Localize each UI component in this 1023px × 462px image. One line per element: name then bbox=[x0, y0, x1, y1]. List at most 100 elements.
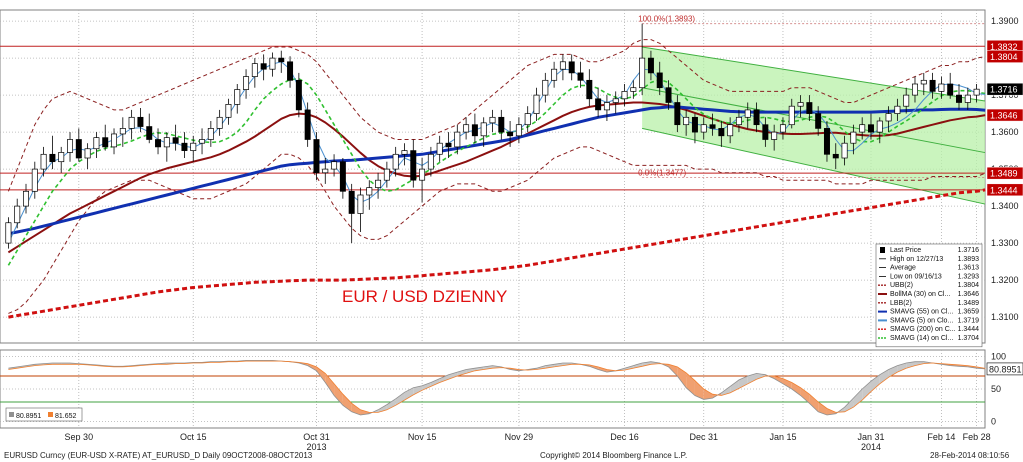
oscillator-fill bbox=[404, 387, 414, 401]
price-tag: 1.3489 bbox=[990, 169, 1018, 179]
legend-value: 1.3613 bbox=[958, 265, 980, 272]
x-tick-label: Oct 31 bbox=[303, 432, 330, 442]
candle-body bbox=[559, 61, 566, 70]
oscillator-fill bbox=[809, 394, 819, 412]
x-tick-label: Jan 15 bbox=[769, 432, 796, 442]
candle-body bbox=[586, 79, 593, 100]
x-tick-label: Sep 30 bbox=[65, 432, 94, 442]
candle-body bbox=[480, 122, 487, 137]
candle-body bbox=[867, 124, 874, 133]
oscillator-fill bbox=[422, 382, 431, 391]
y-tick-label: 1.3600 bbox=[991, 127, 1019, 137]
candle-body bbox=[911, 83, 918, 96]
oscillator-fill bbox=[448, 372, 458, 380]
oscillator-fill bbox=[826, 408, 836, 415]
candle-body bbox=[885, 113, 892, 122]
oscillator-k-line bbox=[8, 359, 986, 416]
candle-body bbox=[832, 153, 839, 159]
oscillator-fill bbox=[624, 365, 634, 371]
legend-label: Last Price bbox=[890, 247, 921, 254]
lower-y-tick-label: 0 bbox=[991, 417, 996, 427]
oscillator-fill bbox=[677, 366, 687, 388]
oscillator-fill bbox=[395, 392, 405, 406]
price-tag-box bbox=[986, 183, 1023, 197]
candle-body bbox=[612, 98, 619, 103]
oscillator-fill bbox=[906, 361, 915, 369]
candle-body bbox=[427, 153, 434, 170]
candle-body bbox=[903, 94, 910, 107]
bollinger-upper-line bbox=[7, 39, 986, 192]
candle-body bbox=[744, 109, 751, 118]
candle-body bbox=[84, 148, 91, 159]
candle-body bbox=[929, 79, 936, 92]
candle-body bbox=[234, 89, 241, 105]
candle-body bbox=[771, 131, 778, 140]
legend-value: 1.3659 bbox=[958, 309, 980, 316]
candle-body bbox=[102, 137, 109, 148]
y-tick-label: 1.3300 bbox=[991, 238, 1019, 248]
candle-body bbox=[515, 124, 522, 137]
footer-center: Copyright© 2014 Bloomberg Finance L.P. bbox=[540, 451, 687, 460]
bollinger-ma-line bbox=[7, 101, 986, 254]
oscillator-fill bbox=[914, 361, 924, 366]
year-label: 2014 bbox=[861, 442, 881, 452]
oscillator-fill bbox=[800, 387, 810, 404]
oscillator-fill bbox=[342, 394, 352, 412]
oscillator-fill bbox=[430, 378, 440, 387]
oscillator-fill bbox=[439, 374, 449, 383]
candle-body bbox=[392, 153, 399, 170]
lower-legend-value-d: 81.652 bbox=[55, 413, 77, 420]
x-tick-label: Feb 14 bbox=[927, 432, 955, 442]
candle-body bbox=[797, 102, 804, 107]
legend-value: 1.3716 bbox=[958, 247, 980, 254]
axes: 1.39001.38001.37001.36001.35001.34001.33… bbox=[65, 16, 1023, 452]
candle-body bbox=[621, 91, 628, 100]
x-tick-label: Nov 29 bbox=[505, 432, 534, 442]
candle-body bbox=[348, 190, 355, 214]
x-tick-label: Oct 15 bbox=[180, 432, 207, 442]
bollinger-lower-line bbox=[8, 146, 986, 314]
candle-body bbox=[419, 168, 426, 181]
candle-body bbox=[850, 131, 857, 144]
candle-body bbox=[93, 137, 100, 150]
price-tag-box bbox=[986, 50, 1023, 63]
oscillator-fill bbox=[730, 379, 739, 393]
oscillator-fill bbox=[334, 383, 343, 406]
candle-body bbox=[304, 109, 311, 140]
candle-body bbox=[155, 139, 162, 148]
oscillator-fill bbox=[457, 369, 467, 376]
candle-body bbox=[49, 153, 56, 163]
oscillator-fill bbox=[870, 374, 880, 392]
candle-body bbox=[665, 87, 672, 103]
trend-channel bbox=[642, 47, 985, 205]
legend-value: 1.3444 bbox=[958, 326, 980, 333]
x-tick-label: Dec 16 bbox=[610, 432, 639, 442]
lower-y-tick-label: 100 bbox=[991, 352, 1006, 362]
candle-body bbox=[243, 76, 250, 90]
y-tick-label: 1.3100 bbox=[991, 312, 1019, 322]
legend-label: SMAVG (14) on Cl... bbox=[890, 335, 953, 342]
candle-body bbox=[454, 131, 461, 148]
candle-body bbox=[207, 128, 214, 140]
candle-body bbox=[163, 137, 170, 148]
candle-body bbox=[876, 120, 883, 133]
candle-body bbox=[181, 142, 188, 151]
legend-value: 1.3293 bbox=[958, 273, 980, 280]
candle-body bbox=[568, 61, 575, 74]
oscillator-fill bbox=[853, 389, 863, 408]
legend-label: High on 12/27/13 bbox=[890, 256, 943, 263]
oscillator-fill bbox=[791, 382, 801, 396]
oscillator-panel: 80.8951 81.652 bbox=[0, 349, 986, 429]
candle-body bbox=[841, 142, 848, 159]
candle-body bbox=[964, 94, 971, 103]
candle-body bbox=[322, 168, 329, 174]
candle-body bbox=[31, 168, 38, 192]
legend-value: 1.3893 bbox=[958, 256, 980, 263]
candle-body bbox=[287, 61, 294, 81]
oscillator-fill bbox=[747, 373, 757, 384]
candle-body bbox=[366, 187, 373, 196]
oscillator-fill bbox=[703, 389, 713, 400]
oscillator-fill bbox=[633, 363, 643, 369]
oscillator-d-line bbox=[8, 360, 986, 413]
